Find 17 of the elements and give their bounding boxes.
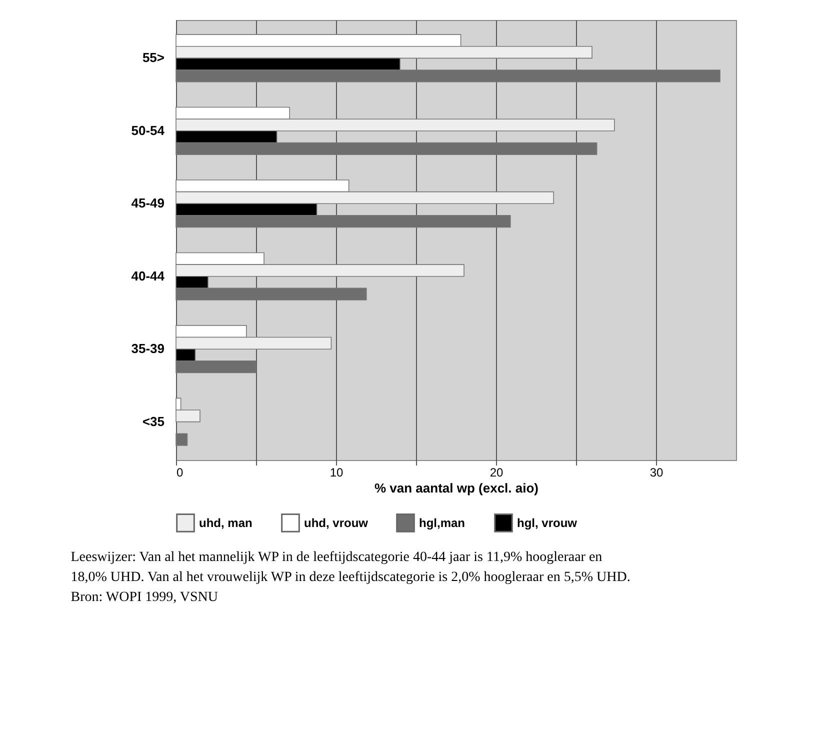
legend-label: hgl,man bbox=[419, 516, 466, 530]
legend-label: uhd, vrouw bbox=[304, 516, 369, 530]
y-tick-label: 35-39 bbox=[131, 341, 164, 356]
text: Bron: WOPI 1999, VSNU bbox=[70, 590, 218, 605]
x-axis-title: % van aantal wp (excl. aio) bbox=[374, 480, 538, 496]
x-tick-label: 10 bbox=[330, 466, 344, 480]
y-tick-label: <35 bbox=[142, 414, 164, 429]
y-tick-label: 55> bbox=[142, 50, 165, 66]
y-tick-label: 45-49 bbox=[131, 196, 164, 211]
legend-label: hgl, vrouw bbox=[517, 516, 578, 530]
y-tick-label: 50-54 bbox=[131, 122, 166, 138]
x-tick-label: 0 bbox=[176, 466, 184, 480]
x-tick-label: 30 bbox=[650, 466, 664, 480]
text: Leeswijzer: Van al het mannelijk WP in de leeftijdscategorie 40-44 jaar is 11,9% hoogleraar en 18,0% UHD. Van al het vrouwelijk WP in deze leeftijdscategorie is 2,0% hoogleraar en 5,5% UHD. bbox=[70, 550, 630, 585]
legend-label: uhd, man bbox=[199, 516, 252, 530]
x-tick-label: 20 bbox=[490, 466, 504, 480]
y-tick-label: 40-44 bbox=[131, 268, 166, 284]
